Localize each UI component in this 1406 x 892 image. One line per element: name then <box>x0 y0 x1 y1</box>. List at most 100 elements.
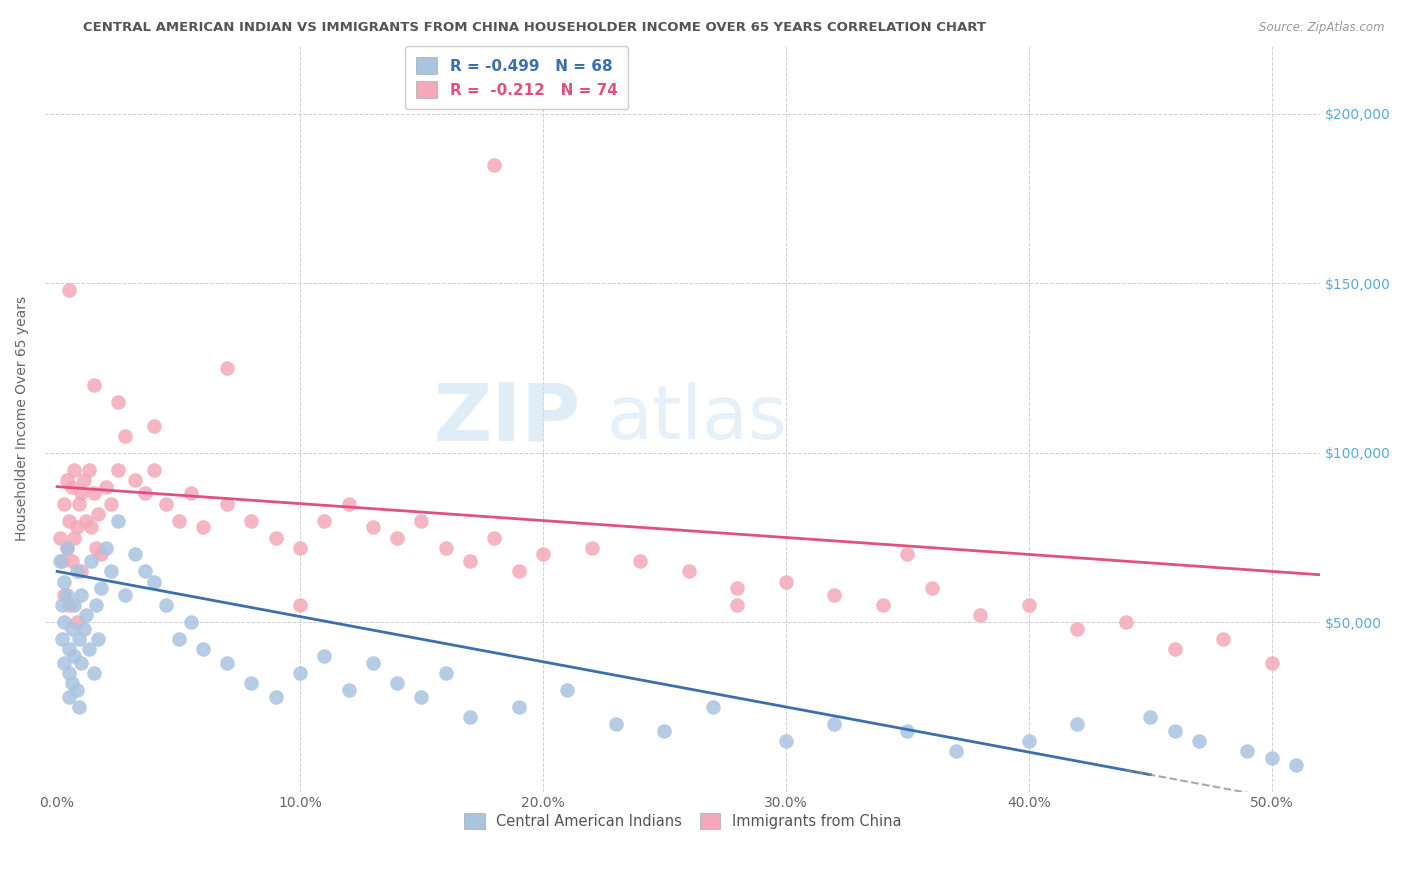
Point <box>678 565 700 579</box>
Point <box>65 565 87 579</box>
Point <box>775 574 797 589</box>
Point <box>531 548 554 562</box>
Point <box>969 608 991 623</box>
Point <box>60 480 83 494</box>
Point <box>60 554 83 568</box>
Text: ZIP: ZIP <box>433 380 581 458</box>
Point <box>361 520 384 534</box>
Point <box>143 574 166 589</box>
Point <box>90 582 112 596</box>
Point <box>83 666 105 681</box>
Point <box>134 486 156 500</box>
Point <box>114 588 136 602</box>
Point <box>58 599 80 613</box>
Point <box>53 656 76 670</box>
Point <box>484 158 506 172</box>
Point <box>124 548 146 562</box>
Point <box>65 520 87 534</box>
Point <box>51 632 73 647</box>
Point <box>63 649 86 664</box>
Point <box>84 541 107 555</box>
Point <box>1139 710 1161 724</box>
Point <box>155 497 177 511</box>
Point <box>555 683 578 698</box>
Point <box>67 699 90 714</box>
Point <box>217 497 239 511</box>
Point <box>872 599 894 613</box>
Point <box>775 733 797 747</box>
Point <box>94 480 117 494</box>
Y-axis label: Householder Income Over 65 years: Householder Income Over 65 years <box>15 296 30 541</box>
Point <box>143 463 166 477</box>
Point <box>264 531 287 545</box>
Point <box>361 656 384 670</box>
Point <box>240 676 263 690</box>
Point <box>80 554 103 568</box>
Point <box>90 548 112 562</box>
Point <box>124 473 146 487</box>
Point <box>58 514 80 528</box>
Legend: Central American Indians, Immigrants from China: Central American Indians, Immigrants fro… <box>457 806 908 837</box>
Point <box>1260 656 1282 670</box>
Point <box>80 520 103 534</box>
Point <box>1066 622 1088 636</box>
Point <box>314 649 336 664</box>
Point <box>458 710 481 724</box>
Point <box>58 642 80 657</box>
Point <box>56 541 79 555</box>
Point <box>48 554 70 568</box>
Point <box>288 666 311 681</box>
Point <box>337 683 360 698</box>
Point <box>58 666 80 681</box>
Point <box>191 520 214 534</box>
Point <box>508 565 530 579</box>
Point <box>264 690 287 704</box>
Point <box>1066 716 1088 731</box>
Point <box>70 656 93 670</box>
Point <box>1163 642 1185 657</box>
Point <box>387 531 409 545</box>
Point <box>83 378 105 392</box>
Point <box>77 642 100 657</box>
Text: Source: ZipAtlas.com: Source: ZipAtlas.com <box>1260 21 1385 34</box>
Point <box>434 541 457 555</box>
Point <box>1163 723 1185 738</box>
Point <box>100 497 122 511</box>
Point <box>387 676 409 690</box>
Point <box>1188 733 1211 747</box>
Point <box>56 541 79 555</box>
Point <box>143 418 166 433</box>
Point <box>63 599 86 613</box>
Point <box>70 588 93 602</box>
Point <box>70 565 93 579</box>
Point <box>288 599 311 613</box>
Point <box>65 683 87 698</box>
Point <box>94 541 117 555</box>
Point <box>107 514 129 528</box>
Point <box>63 463 86 477</box>
Point <box>87 632 110 647</box>
Point <box>75 608 97 623</box>
Point <box>288 541 311 555</box>
Point <box>921 582 943 596</box>
Point <box>167 632 190 647</box>
Point <box>240 514 263 528</box>
Point <box>56 588 79 602</box>
Point <box>654 723 676 738</box>
Point <box>1212 632 1234 647</box>
Point <box>458 554 481 568</box>
Point <box>1236 744 1258 758</box>
Point <box>67 497 90 511</box>
Point <box>191 642 214 657</box>
Point <box>53 615 76 630</box>
Point <box>60 676 83 690</box>
Point <box>1018 599 1040 613</box>
Point <box>823 588 845 602</box>
Point <box>337 497 360 511</box>
Point <box>581 541 603 555</box>
Point <box>107 395 129 409</box>
Point <box>945 744 967 758</box>
Point <box>434 666 457 681</box>
Point <box>508 699 530 714</box>
Point <box>1260 750 1282 764</box>
